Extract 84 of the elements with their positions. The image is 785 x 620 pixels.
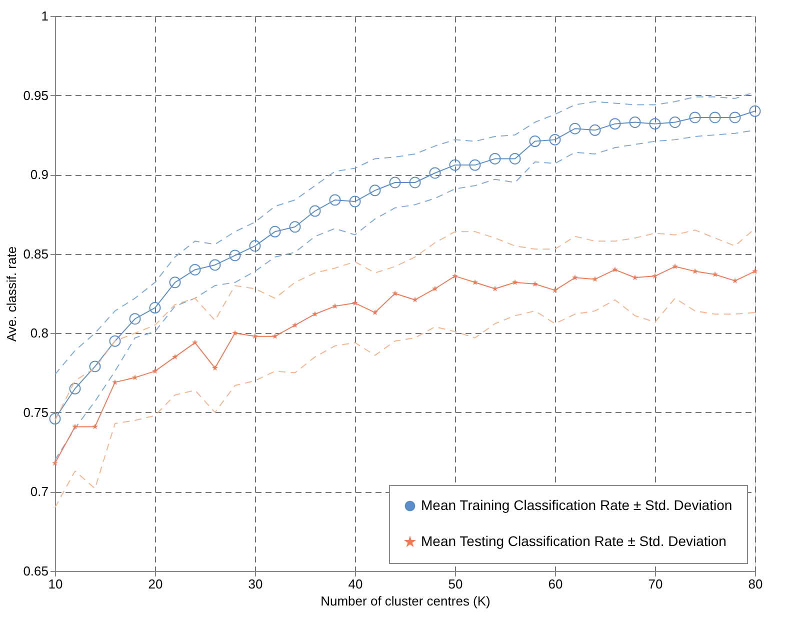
point [572,274,578,280]
point [709,112,721,124]
x-axis-title: Number of cluster centres (K) [320,594,490,608]
point [49,413,61,425]
x-tick-label: 40 [348,576,363,592]
point [549,134,561,146]
y-tick-label: 0.9 [30,167,48,182]
point [312,310,318,317]
legend-label: Mean Training Classification Rate ± Std. Deviation [421,497,732,513]
y-tick-label: 1 [41,8,48,24]
point [292,322,298,328]
point [469,159,481,171]
y-tick-label: 0.8 [30,326,48,341]
point [449,159,461,171]
point [232,330,238,336]
y-tick-label: 0.7 [30,484,48,500]
point [209,259,221,271]
point [392,290,398,296]
y-tick-label: 0.95 [23,88,48,103]
y-tick-label: 0.65 [23,564,48,578]
point [72,424,78,430]
point [532,280,538,287]
point [552,287,558,293]
point [92,424,98,430]
x-tick-label: 20 [148,576,163,592]
point [372,309,378,316]
point [569,122,581,134]
point [89,360,101,372]
point [409,176,421,188]
point [389,176,401,188]
point [729,112,741,124]
point [172,354,178,360]
point [189,264,201,276]
point [149,302,161,314]
point [192,339,198,346]
point [412,296,418,302]
point [212,364,218,371]
y-axis-title: Ave. classif. rate [4,246,20,342]
point [749,105,761,117]
point [69,382,81,394]
point [249,240,261,252]
point [629,116,641,128]
point [592,276,598,282]
x-tick-label: 50 [448,576,463,592]
point [309,205,321,217]
x-tick-label: 10 [48,576,63,592]
point [152,368,158,374]
point [652,272,658,279]
point [129,313,141,325]
point [349,196,361,208]
point [489,152,501,164]
point [632,274,638,280]
x-tick-label: 80 [748,576,763,592]
x-tick-label: 70 [648,576,663,592]
point [512,279,518,285]
point [649,118,661,130]
point [452,272,458,279]
point [352,300,358,306]
point [712,271,718,278]
point [289,221,301,233]
y-tick-label: 0.75 [23,404,48,420]
point [689,112,701,124]
point [429,167,441,179]
point [52,460,58,466]
point [509,152,521,164]
point [589,124,601,136]
point [269,226,281,238]
point [109,335,121,347]
point [229,250,241,262]
point [612,266,618,272]
point [332,303,338,309]
x-tick-label: 60 [548,576,563,592]
legend-label: Mean Testing Classification Rate ± Std. Deviation [421,533,726,549]
point [672,263,678,270]
point [529,136,541,148]
point [472,279,478,285]
y-tick-label: 0.85 [23,246,48,262]
point [609,118,621,130]
point [169,276,181,288]
point [369,184,381,196]
point [329,194,341,206]
x-tick-label: 30 [248,576,263,592]
point [669,116,681,128]
point [132,374,138,380]
